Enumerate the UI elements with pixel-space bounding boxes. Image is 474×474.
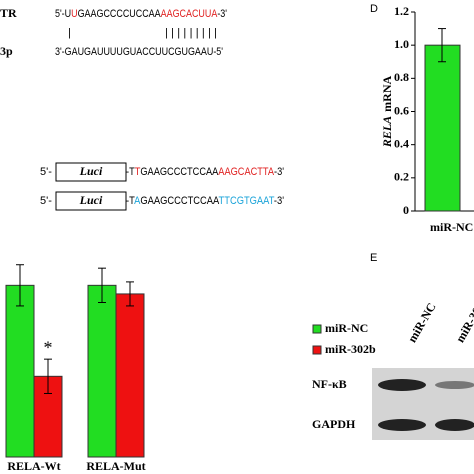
bar [115, 293, 145, 458]
y-tick-label: 0.8 [394, 70, 409, 84]
pairing: ||||||||| [165, 27, 217, 39]
bar [424, 44, 461, 212]
sequence-segment: -3' [274, 195, 284, 207]
y-tick-label: 0.6 [394, 103, 409, 117]
construct-name: Luci [79, 164, 103, 178]
sequence-segment: A [134, 195, 141, 207]
row-label: GAPDH [312, 417, 356, 431]
sequence-segment: GAAGCCCTCCAA [140, 166, 218, 178]
y-tick-label: 1.2 [394, 4, 409, 18]
sequence-segment: -T [126, 195, 135, 207]
sequence: -TAGAAGCCCTCCAATTCGTGAAT-3' [126, 195, 284, 207]
panel-letter: D [370, 3, 378, 15]
band [378, 379, 426, 391]
sequence-segment: 3'-GAUGAUUUUGUACCUUCGUGAAU-5' [55, 46, 223, 58]
prefix: 5'- [40, 195, 52, 207]
sequence-segment: U [71, 8, 78, 20]
prefix: 5'- [40, 166, 52, 178]
band [435, 381, 474, 389]
sequence: 5'-UUGAAGCCCCUCCAAAAGCACUUA-3' [55, 8, 227, 20]
sequence-segment: TTCGTGAAT [219, 195, 275, 207]
sequence: -TTGAAGCCCTCCAAAAGCACTTA-3' [126, 166, 284, 178]
bar [87, 284, 117, 458]
sequence-segment: AAGCACTTA [218, 166, 274, 178]
legend-label: miR-302b [325, 342, 376, 356]
lane-label: miR-302b [453, 294, 474, 345]
legend-swatch [312, 324, 322, 334]
legend-swatch [312, 345, 322, 355]
sequence-segment: -3' [217, 8, 227, 20]
construct-box [55, 162, 127, 182]
panel-letter: E [370, 252, 377, 264]
construct-box [55, 191, 127, 211]
y-axis-label-italic: RELA [380, 116, 394, 148]
x-tick-label: miR-NC [430, 220, 473, 234]
y-tick-label: 0 [403, 203, 409, 217]
construct-name: Luci [79, 193, 103, 207]
sequence-segment: 5'-U [55, 8, 71, 20]
sequence-segment: -3' [274, 166, 284, 178]
band [378, 419, 426, 431]
sequence-label: 3p [0, 44, 13, 58]
legend-label: miR-NC [325, 321, 368, 335]
sequence-label: TR [0, 6, 17, 20]
y-axis-label: RELA mRNA [380, 76, 394, 149]
y-axis-label-text: mRNA [380, 76, 394, 112]
row-label: NF-κB [312, 377, 347, 391]
bar [5, 284, 35, 458]
sequence-segment: GAAGCCCTCCAA [140, 195, 219, 207]
annotation: * [44, 337, 53, 357]
y-tick-label: 1.0 [394, 37, 409, 51]
sequence-segment: T [135, 166, 141, 178]
sequence-segment: -T [126, 166, 135, 178]
pairing: | [68, 27, 71, 39]
sequence: 3'-GAUGAUUUUGUACCUUCGUGAAU-5' [55, 46, 223, 58]
y-tick-label: 0.2 [394, 170, 409, 184]
x-tick-label: RELA-Wt [7, 459, 60, 473]
sequence-segment: GAAGCCCCUCCAA [78, 8, 162, 20]
y-tick-label: 0.4 [394, 136, 409, 150]
x-tick-label: RELA-Mut [86, 459, 145, 473]
lane-label: miR-NC [405, 300, 439, 345]
sequence-segment: AAGCACUUA [161, 8, 218, 20]
band [435, 419, 474, 431]
